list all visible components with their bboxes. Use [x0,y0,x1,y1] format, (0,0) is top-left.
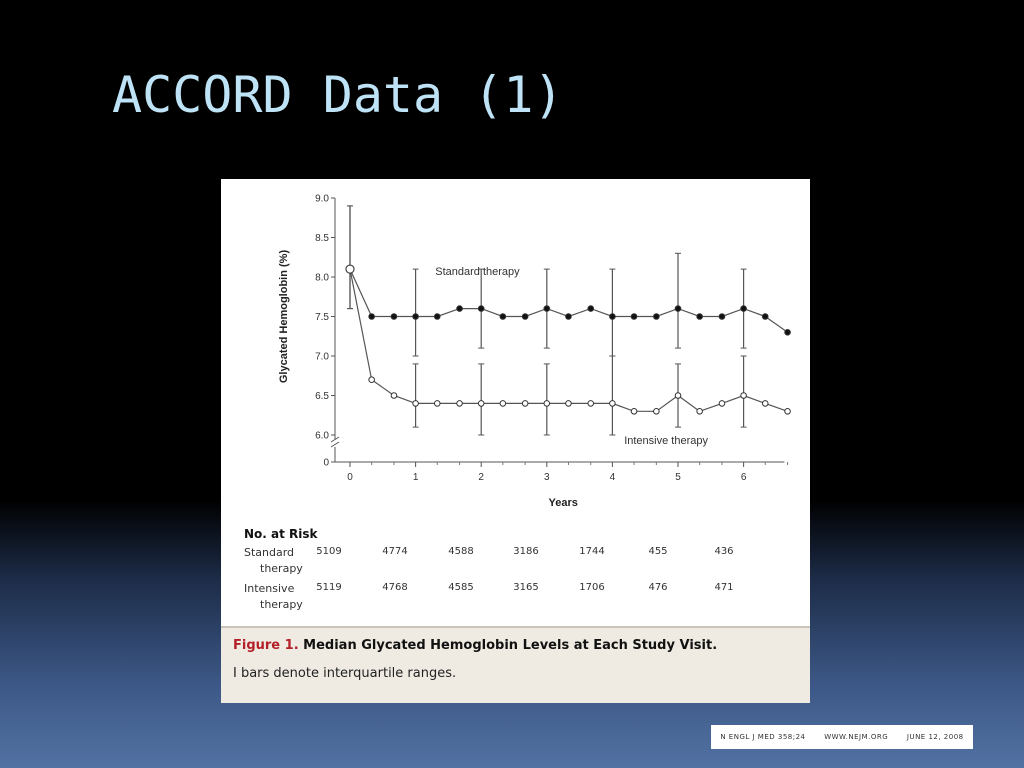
slide-title: ACCORD Data (1) [112,66,564,124]
data-point [412,313,419,320]
data-point [565,313,572,320]
data-point [718,313,726,320]
risk-table-cell: 4768 [382,582,408,593]
data-point [740,392,747,399]
risk-table-cell: 5109 [316,546,342,557]
data-point [565,400,572,407]
data-point [477,400,485,407]
risk-table-cell: 3186 [513,546,539,557]
caption-figure-label: Figure 1. [233,638,299,653]
risk-table-cell: 5119 [316,582,342,593]
data-point [674,305,682,312]
data-point [456,305,463,312]
y-tick-label: 6.0 [315,431,329,442]
data-point [390,313,398,320]
data-point [433,313,441,320]
risk-table: No. at Risk Standard therapy Intensive t… [221,527,810,622]
nejm-figure: 0 6.0 6.5 7.0 7.5 8.0 8.5 9.0 0 1 2 3 4 5 6 Years Glycat… [221,179,810,703]
risk-row-label-line2: therapy [260,562,303,575]
data-point [718,400,726,407]
y-tick-label: 7.5 [315,312,329,323]
data-point [345,264,355,274]
data-point [543,305,551,312]
data-point [784,408,791,415]
y-tick-label: 8.5 [315,233,329,244]
x-tick-label: 5 [675,472,681,483]
data-point [587,400,595,407]
risk-table-cell: 3165 [513,582,539,593]
data-point [696,313,703,320]
x-tick-label: 6 [741,472,747,483]
citation-box: N ENGL J MED 358;24 WWW.NEJM.ORG JUNE 12… [711,725,973,749]
citation-site: WWW.NEJM.ORG [824,733,889,741]
risk-row-label-line1: Intensive [244,582,295,595]
data-point [761,400,769,407]
data-point [784,329,791,336]
data-point [499,400,507,407]
x-tick-label: 0 [347,472,353,483]
y-tick-label: 7.0 [315,352,329,363]
risk-row-label-line2: therapy [260,598,303,611]
risk-table-cell: 471 [714,582,734,593]
caption-title: Median Glycated Hemoglobin Levels at Eac… [303,638,718,653]
data-point [368,313,375,320]
risk-row-label-standard: Standard therapy [244,545,303,577]
data-point [740,305,747,312]
series-label-intensive: Intensive therapy [624,435,708,447]
data-point [630,313,638,320]
data-point [390,392,398,399]
risk-table-cell: 4588 [448,546,474,557]
glycated-hemoglobin-chart: 0 6.0 6.5 7.0 7.5 8.0 8.5 9.0 0 1 2 3 4 5 6 Years Glycat… [278,194,791,509]
caption-note: I bars denote interquartile ranges. [233,666,457,681]
data-point [521,400,529,407]
data-point [609,400,616,407]
x-axis-label: Years [549,497,578,509]
y-axis-label: Glycated Hemoglobin (%) [278,250,290,384]
x-tick-label: 3 [544,472,550,483]
data-point [368,376,375,383]
y-tick-label: 6.5 [315,391,329,402]
risk-table-cell: 436 [714,546,734,557]
x-tick-label: 4 [610,472,616,483]
y-tick-label: 0 [323,458,329,469]
risk-table-cell: 4585 [448,582,474,593]
caption-title-line: Figure 1. Median Glycated Hemoglobin Lev… [233,638,717,653]
y-tick-label: 9.0 [315,194,329,205]
data-point [674,392,682,399]
risk-table-header: No. at Risk [244,527,318,541]
data-point [456,400,463,407]
data-point [499,313,507,320]
data-point [521,313,529,320]
risk-table-cell: 1744 [579,546,605,557]
data-point [543,400,551,407]
citation-date: JUNE 12, 2008 [906,733,964,741]
figure-caption: Figure 1. Median Glycated Hemoglobin Lev… [221,626,810,703]
data-point [696,408,703,415]
risk-table-cell: 1706 [579,582,605,593]
data-point [653,313,660,320]
data-point [587,305,595,312]
data-point [477,305,485,312]
risk-table-cell: 455 [648,546,668,557]
y-tick-label: 8.0 [315,273,329,284]
series-label-standard: Standard therapy [435,266,520,278]
data-point [630,408,638,415]
citation-journal: N ENGL J MED 358;24 [720,733,806,741]
x-tick-label: 2 [478,472,484,483]
data-point [761,313,769,320]
risk-table-cell: 4774 [382,546,408,557]
axis-break-mark [330,436,340,448]
x-tick-label: 1 [413,472,419,483]
data-point [433,400,441,407]
data-point [609,313,616,320]
risk-row-label-line1: Standard [244,546,295,559]
data-point [412,400,419,407]
risk-row-label-intensive: Intensive therapy [244,581,303,613]
risk-table-cell: 476 [648,582,668,593]
data-point [653,408,660,415]
